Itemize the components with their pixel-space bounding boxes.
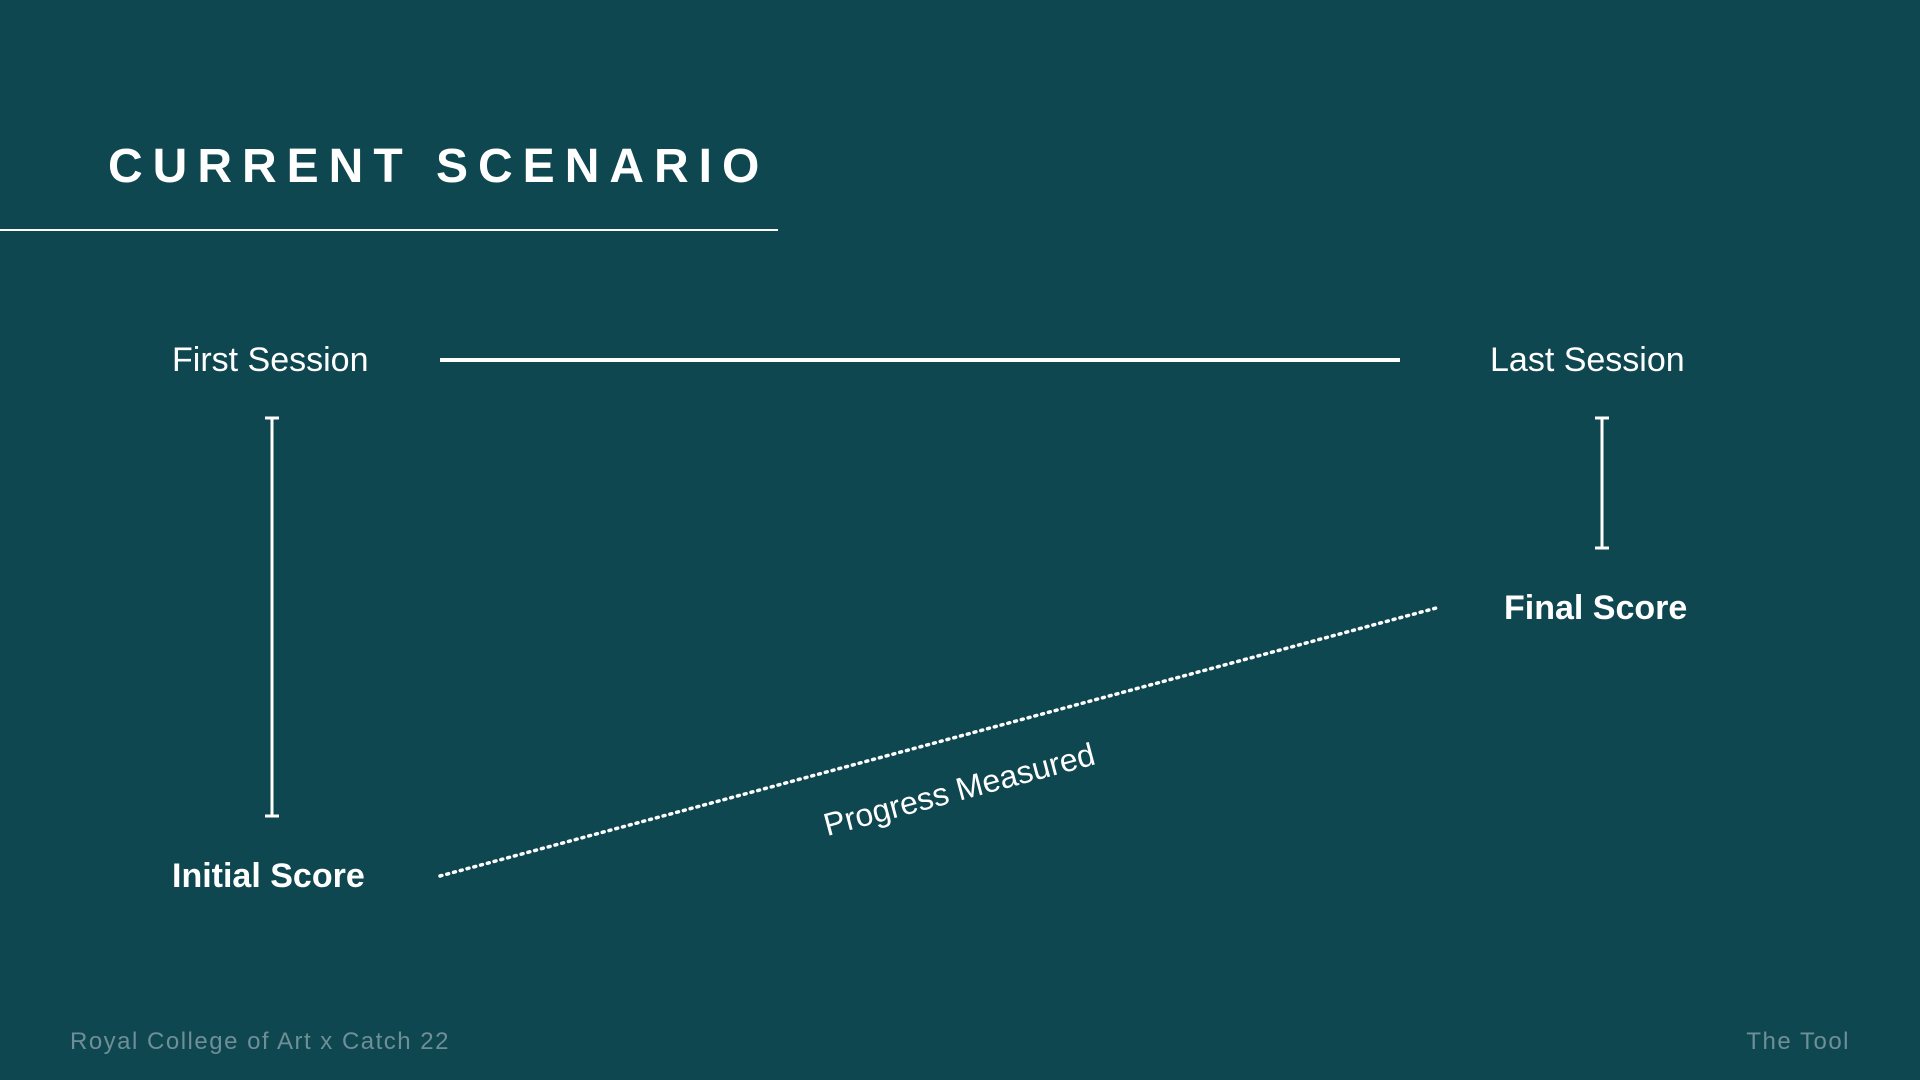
progress-dotted-line <box>438 605 1442 878</box>
initial-gap-bracket <box>265 416 279 818</box>
initial-score-label: Initial Score <box>172 857 365 895</box>
progress-measured-label: Progress Measured <box>820 736 1099 843</box>
title-underline <box>0 229 778 231</box>
final-score-label: Final Score <box>1504 589 1688 627</box>
last-session-label: Last Session <box>1490 341 1685 379</box>
slide-title: CURRENT SCENARIO <box>108 140 770 193</box>
footer-organization: Royal College of Art x Catch 22 <box>70 1028 451 1055</box>
footer-section: The Tool <box>1746 1028 1850 1055</box>
first-session-label: First Session <box>172 341 369 379</box>
final-gap-bracket <box>1595 416 1609 550</box>
